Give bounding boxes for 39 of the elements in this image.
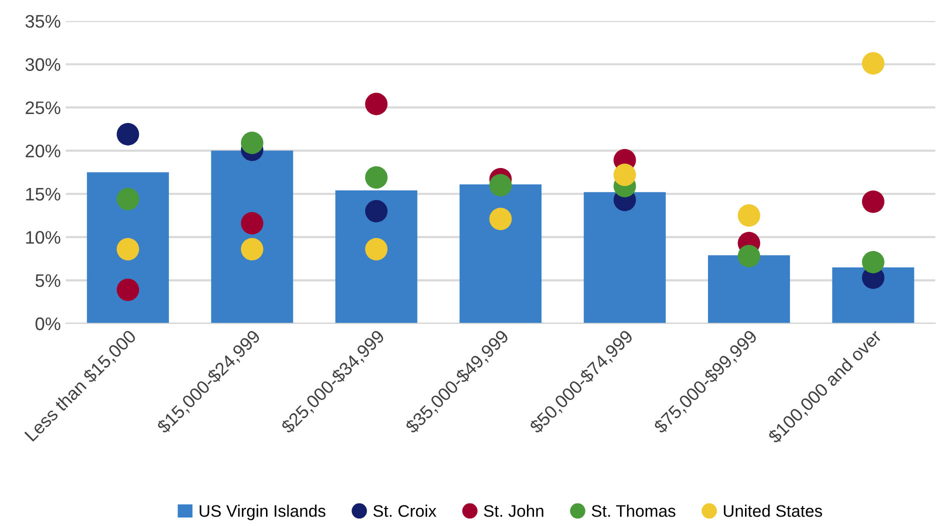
y-tick-label: 5% xyxy=(36,274,60,288)
y-tick-label: 20% xyxy=(26,144,60,158)
point xyxy=(738,244,760,268)
point xyxy=(116,278,140,301)
point xyxy=(365,166,388,189)
y-tick-label: 10% xyxy=(26,231,60,244)
bar xyxy=(832,267,914,324)
point xyxy=(862,190,884,213)
point xyxy=(365,238,388,260)
legend-label: St. Croix xyxy=(373,504,436,517)
point xyxy=(365,92,388,116)
point xyxy=(240,238,264,260)
bar xyxy=(708,255,790,324)
bar xyxy=(584,192,666,324)
y-tick-label: 15% xyxy=(26,188,60,201)
bar xyxy=(460,184,542,324)
point xyxy=(116,188,140,210)
legend-label: US Virgin Islands xyxy=(200,504,326,520)
point xyxy=(116,123,140,146)
bar xyxy=(86,172,169,324)
bar xyxy=(211,150,294,324)
y-tick-label: 0% xyxy=(36,317,60,330)
point xyxy=(614,164,636,186)
point xyxy=(862,52,884,75)
point xyxy=(116,238,140,260)
legend-label: St. Thomas xyxy=(592,504,676,517)
point xyxy=(862,250,884,274)
legend-label: United States xyxy=(724,504,822,517)
point xyxy=(240,132,264,154)
y-tick-label: 30% xyxy=(25,58,60,71)
point xyxy=(240,212,264,234)
y-tick-label: 25% xyxy=(26,101,60,114)
point xyxy=(738,204,760,227)
point xyxy=(489,174,512,196)
bar xyxy=(335,190,418,324)
legend-label: St. John xyxy=(484,504,544,517)
point xyxy=(365,200,388,222)
y-tick-label: 35% xyxy=(25,14,60,28)
point xyxy=(489,208,512,230)
